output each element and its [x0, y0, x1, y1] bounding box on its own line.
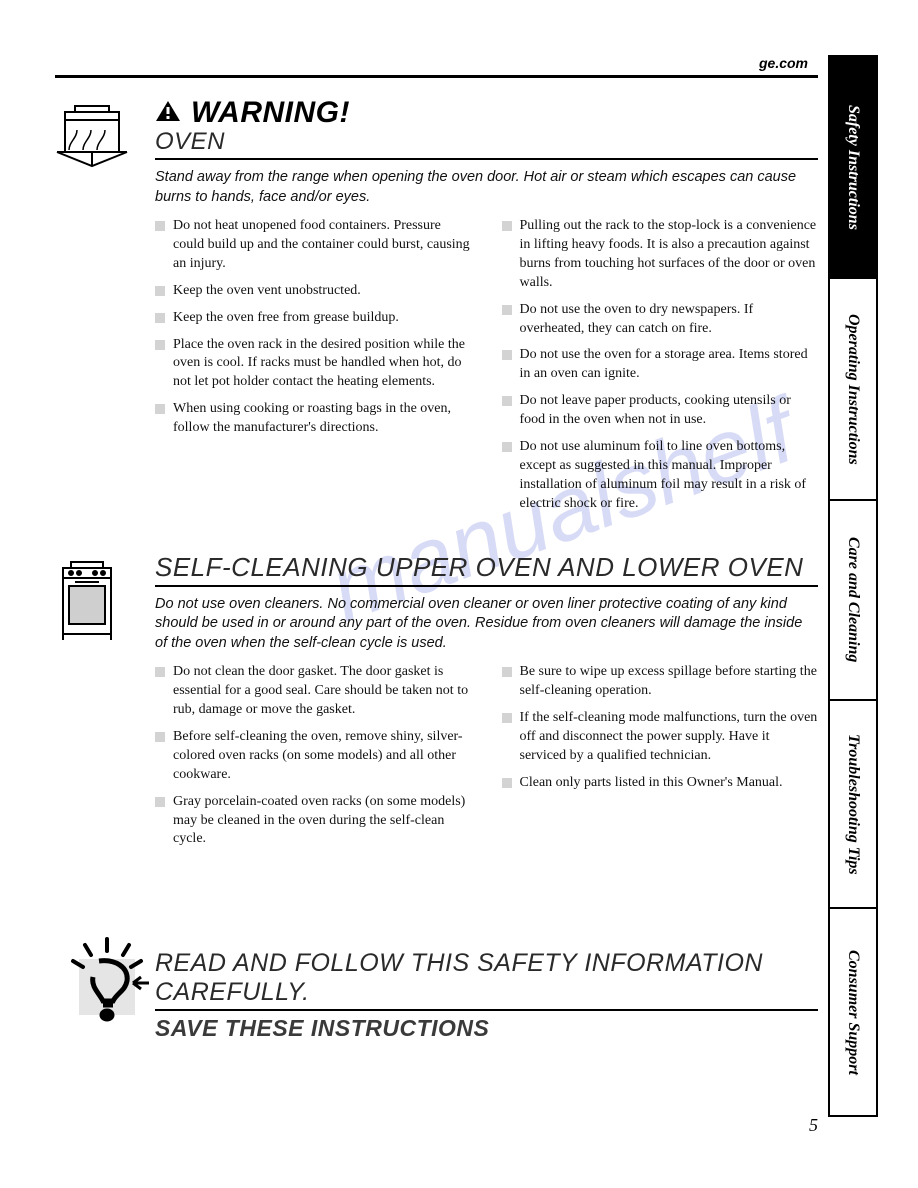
warning-col-left: Do not heat unopened food containers. Pr… — [155, 217, 472, 521]
list-item: Be sure to wipe up excess spillage befor… — [502, 663, 819, 701]
warning-triangle-icon — [155, 100, 181, 122]
warning-rule — [155, 158, 818, 160]
oven-open-icon-col — [55, 96, 155, 522]
list-item: Do not use aluminum foil to line oven bo… — [502, 438, 819, 514]
warning-col-right: Pulling out the rack to the stop-lock is… — [502, 217, 819, 521]
warning-subtitle: OVEN — [155, 128, 818, 156]
list-item: Do not clean the door gasket. The door g… — [155, 663, 472, 720]
lightbulb-exclaim-icon — [55, 937, 149, 1025]
page-number: 5 — [809, 1115, 818, 1136]
section-selfclean: SELF-CLEANING UPPER OVEN AND LOWER OVEN … — [55, 552, 818, 858]
list-item: Pulling out the rack to the stop-lock is… — [502, 217, 819, 293]
final-line1: READ AND FOLLOW THIS SAFETY INFORMATION … — [155, 949, 818, 1007]
tab-care-and-cleaning[interactable]: Care and Cleaning — [828, 499, 878, 699]
tab-troubleshooting-tips[interactable]: Troubleshooting Tips — [828, 699, 878, 907]
header-url: ge.com — [0, 55, 918, 71]
list-item: Do not heat unopened food containers. Pr… — [155, 217, 472, 274]
selfclean-title: SELF-CLEANING UPPER OVEN AND LOWER OVEN — [155, 552, 818, 583]
list-item: Keep the oven free from grease buildup. — [155, 309, 472, 328]
tab-safety-instructions[interactable]: Safety Instructions — [828, 55, 878, 277]
page: ge.com — [0, 0, 918, 1188]
warning-title: WARNING! — [191, 96, 350, 130]
final-rule — [155, 1009, 818, 1011]
selfclean-col-right: Be sure to wipe up excess spillage befor… — [502, 663, 819, 857]
list-item: When using cooking or roasting bags in t… — [155, 400, 472, 438]
tab-consumer-support[interactable]: Consumer Support — [828, 907, 878, 1117]
side-tabs: Safety Instructions Operating Instructio… — [828, 55, 878, 1117]
oven-closed-icon — [55, 560, 119, 642]
list-item: Gray porcelain-coated oven racks (on som… — [155, 793, 472, 850]
final-body: READ AND FOLLOW THIS SAFETY INFORMATION … — [155, 937, 818, 1042]
top-rule — [55, 75, 818, 78]
oven-closed-icon-col — [55, 552, 155, 858]
section-warning: WARNING! OVEN Stand away from the range … — [55, 96, 818, 522]
list-item: Keep the oven vent unobstructed. — [155, 282, 472, 301]
lightbulb-icon-col — [55, 937, 155, 1042]
warning-body: WARNING! OVEN Stand away from the range … — [155, 96, 818, 522]
tab-operating-instructions[interactable]: Operating Instructions — [828, 277, 878, 499]
list-item: Do not use the oven to dry newspapers. I… — [502, 301, 819, 339]
section-final: READ AND FOLLOW THIS SAFETY INFORMATION … — [55, 937, 818, 1042]
selfclean-body: SELF-CLEANING UPPER OVEN AND LOWER OVEN … — [155, 552, 818, 858]
oven-open-icon — [55, 104, 129, 182]
warning-intro: Stand away from the range when opening t… — [155, 168, 818, 207]
selfclean-intro: Do not use oven cleaners. No commercial … — [155, 595, 818, 654]
list-item: Do not use the oven for a storage area. … — [502, 346, 819, 384]
final-line2: SAVE THESE INSTRUCTIONS — [155, 1015, 818, 1042]
list-item: If the self-cleaning mode malfunctions, … — [502, 709, 819, 766]
list-item: Place the oven rack in the desired posit… — [155, 336, 472, 393]
list-item: Do not leave paper products, cooking ute… — [502, 392, 819, 430]
selfclean-rule — [155, 585, 818, 587]
list-item: Clean only parts listed in this Owner's … — [502, 774, 819, 793]
list-item: Before self-cleaning the oven, remove sh… — [155, 728, 472, 785]
selfclean-col-left: Do not clean the door gasket. The door g… — [155, 663, 472, 857]
content: WARNING! OVEN Stand away from the range … — [0, 96, 918, 1042]
